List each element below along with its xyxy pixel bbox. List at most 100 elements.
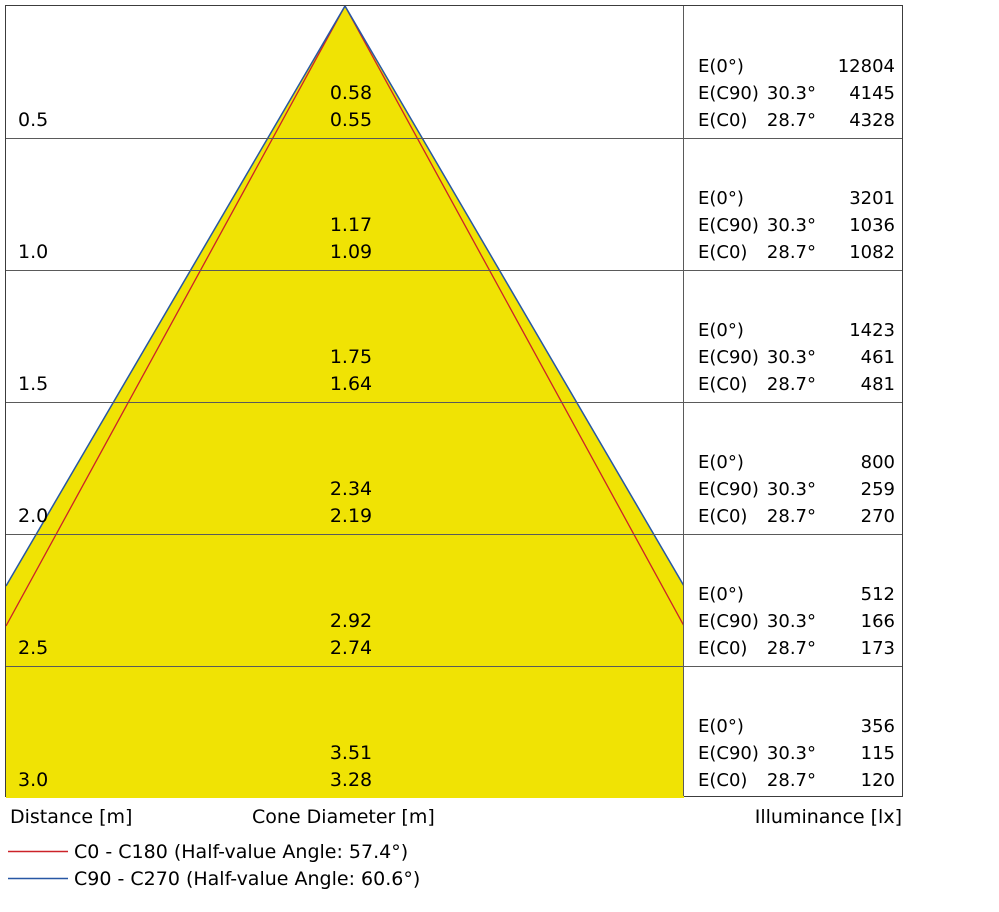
cone-diameter-c0-value: 2.74	[329, 637, 373, 659]
light-cone-chart: 0.5 0.58 0.55 E(0°) 12804 E(C90) 30.3° 4…	[5, 5, 903, 798]
distance-value: 1.0	[18, 241, 49, 263]
illuminance-line-e0: E(0°) 356	[684, 716, 903, 738]
illuminance-label: E(C90)	[698, 479, 759, 500]
illuminance-angle: 30.3°	[766, 743, 816, 764]
illuminance-label: E(C90)	[698, 611, 759, 632]
illuminance-value: 4328	[849, 110, 895, 131]
illuminance-line-ec0: E(C0) 28.7° 1082	[684, 242, 903, 264]
illuminance-label: E(0°)	[698, 584, 744, 605]
illuminance-cell: E(0°) 3201 E(C90) 30.3° 1036 E(C0) 28.7°…	[684, 138, 903, 270]
distance-value: 2.5	[18, 637, 49, 659]
illuminance-value: 12804	[837, 56, 895, 77]
cone-diameter-c0-value: 1.09	[329, 241, 373, 263]
illuminance-column-divider	[683, 6, 684, 796]
cone-diameter-c0-value: 3.28	[329, 769, 373, 791]
illuminance-value: 481	[860, 374, 895, 395]
illuminance-cell: E(0°) 356 E(C90) 30.3° 115 E(C0) 28.7° 1…	[684, 666, 903, 798]
illuminance-line-e0: E(0°) 12804	[684, 56, 903, 78]
row-divider	[6, 534, 902, 535]
illuminance-angle: 30.3°	[766, 347, 816, 368]
illuminance-cell: E(0°) 800 E(C90) 30.3° 259 E(C0) 28.7° 2…	[684, 402, 903, 534]
rows-layer: 0.5 0.58 0.55 E(0°) 12804 E(C90) 30.3° 4…	[6, 6, 902, 796]
illuminance-line-ec0: E(C0) 28.7° 481	[684, 374, 903, 396]
legend-label-c0-c180: C0 - C180 (Half-value Angle: 57.4°)	[74, 841, 409, 863]
illuminance-label: E(C0)	[698, 506, 748, 527]
row-divider	[6, 138, 902, 139]
illuminance-angle: 30.3°	[766, 215, 816, 236]
illuminance-line-ec90: E(C90) 30.3° 4145	[684, 83, 903, 105]
illuminance-value: 356	[860, 716, 895, 737]
illuminance-label: E(C0)	[698, 770, 748, 791]
illuminance-value: 270	[860, 506, 895, 527]
illuminance-label: E(C0)	[698, 638, 748, 659]
illuminance-label: E(C0)	[698, 242, 748, 263]
illuminance-line-ec90: E(C90) 30.3° 259	[684, 479, 903, 501]
distance-axis-label: Distance [m]	[10, 806, 133, 828]
table-row: 2.0 2.34 2.19 E(0°) 800 E(C90) 30.3° 259…	[6, 402, 902, 534]
illuminance-label: E(0°)	[698, 320, 744, 341]
illuminance-value: 1036	[849, 215, 895, 236]
c0-line-swatch	[8, 850, 68, 853]
illuminance-cell: E(0°) 1423 E(C90) 30.3° 461 E(C0) 28.7° …	[684, 270, 903, 402]
distance-value: 1.5	[18, 373, 49, 395]
distance-value: 0.5	[18, 109, 49, 131]
illuminance-value: 1082	[849, 242, 895, 263]
illuminance-value: 800	[860, 452, 895, 473]
c90-beam-line-left	[6, 6, 346, 587]
legend-label-c90-c270: C90 - C270 (Half-value Angle: 60.6°)	[74, 868, 421, 890]
row-divider	[6, 402, 902, 403]
illuminance-value: 115	[860, 743, 895, 764]
illuminance-cell: E(0°) 12804 E(C90) 30.3° 4145 E(C0) 28.7…	[684, 6, 903, 138]
illuminance-value: 461	[860, 347, 895, 368]
cone-diameter-c90-value: 3.51	[329, 742, 373, 764]
illuminance-angle: 28.7°	[766, 506, 816, 527]
illuminance-value: 3201	[849, 188, 895, 209]
illuminance-angle: 30.3°	[766, 83, 816, 104]
illuminance-line-ec0: E(C0) 28.7° 173	[684, 638, 903, 660]
illuminance-line-ec90: E(C90) 30.3° 115	[684, 743, 903, 765]
illuminance-angle: 28.7°	[766, 374, 816, 395]
cone-diameter-c90-value: 2.34	[329, 478, 373, 500]
illuminance-label: E(C90)	[698, 743, 759, 764]
illuminance-value: 1423	[849, 320, 895, 341]
illuminance-value: 120	[860, 770, 895, 791]
illuminance-axis-label: Illuminance [lx]	[754, 806, 902, 828]
illuminance-label: E(0°)	[698, 56, 744, 77]
cone-diameter-c90-value: 1.17	[329, 214, 373, 236]
table-row: 1.5 1.75 1.64 E(0°) 1423 E(C90) 30.3° 46…	[6, 270, 902, 402]
illuminance-label: E(0°)	[698, 716, 744, 737]
illuminance-value: 512	[860, 584, 895, 605]
illuminance-label: E(0°)	[698, 452, 744, 473]
illuminance-line-ec90: E(C90) 30.3° 166	[684, 611, 903, 633]
illuminance-label: E(C90)	[698, 215, 759, 236]
illuminance-label: E(C90)	[698, 347, 759, 368]
illuminance-label: E(C90)	[698, 83, 759, 104]
c90-beam-line-right	[344, 6, 684, 587]
row-divider	[6, 270, 902, 271]
illuminance-angle: 28.7°	[766, 638, 816, 659]
illuminance-line-ec0: E(C0) 28.7° 4328	[684, 110, 903, 132]
distance-value: 3.0	[18, 769, 49, 791]
illuminance-value: 259	[860, 479, 895, 500]
illuminance-line-e0: E(0°) 1423	[684, 320, 903, 342]
illuminance-value: 173	[860, 638, 895, 659]
cone-diameter-c90-value: 1.75	[329, 346, 373, 368]
distance-value: 2.0	[18, 505, 49, 527]
illuminance-angle: 28.7°	[766, 242, 816, 263]
illuminance-line-e0: E(0°) 3201	[684, 188, 903, 210]
illuminance-angle: 30.3°	[766, 479, 816, 500]
illuminance-label: E(C0)	[698, 374, 748, 395]
table-row: 3.0 3.51 3.28 E(0°) 356 E(C90) 30.3° 115…	[6, 666, 902, 798]
illuminance-value: 166	[860, 611, 895, 632]
illuminance-line-e0: E(0°) 800	[684, 452, 903, 474]
illuminance-line-ec0: E(C0) 28.7° 270	[684, 506, 903, 528]
cone-diameter-c0-value: 1.64	[329, 373, 373, 395]
c90-line-swatch	[8, 877, 68, 880]
illuminance-cell: E(0°) 512 E(C90) 30.3° 166 E(C0) 28.7° 1…	[684, 534, 903, 666]
table-row: 2.5 2.92 2.74 E(0°) 512 E(C90) 30.3° 166…	[6, 534, 902, 666]
cone-diameter-c90-value: 0.58	[329, 82, 373, 104]
illuminance-line-ec0: E(C0) 28.7° 120	[684, 770, 903, 792]
c0-beam-line-left	[6, 6, 346, 627]
illuminance-angle: 30.3°	[766, 611, 816, 632]
